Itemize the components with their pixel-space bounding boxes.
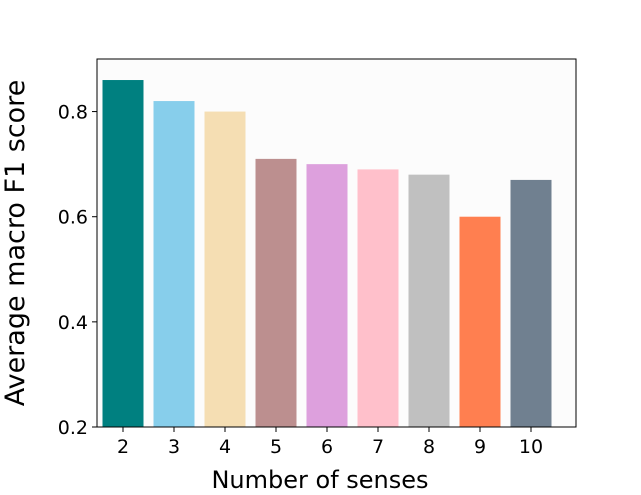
x-tick-label: 10 [519, 436, 543, 458]
y-tick-label: 0.8 [58, 102, 88, 124]
x-axis-title: Number of senses [211, 466, 428, 494]
bar-2 [102, 80, 144, 428]
x-tick-label: 3 [168, 436, 180, 458]
x-tick-label: 9 [474, 436, 486, 458]
bar-4 [204, 111, 246, 428]
bar-10 [510, 179, 552, 427]
bar-6 [306, 164, 348, 427]
x-tick-label: 6 [321, 436, 333, 458]
x-tick-label: 5 [270, 436, 282, 458]
bars [102, 80, 552, 428]
y-tick-label: 0.4 [58, 312, 88, 334]
x-tick-label: 4 [219, 436, 231, 458]
bar-7 [357, 169, 399, 427]
bar-5 [255, 158, 297, 427]
x-tick-label: 2 [117, 436, 129, 458]
y-tick-label: 0.2 [58, 417, 88, 439]
bar-3 [153, 101, 195, 428]
bar-8 [408, 174, 450, 427]
plot-frame [96, 58, 577, 428]
x-tick-label: 7 [372, 436, 384, 458]
bar-9 [459, 216, 501, 427]
y-axis-title: Average macro F1 score [0, 80, 31, 407]
y-axis: 0.2 0.4 0.6 0.8 [58, 102, 97, 439]
x-axis: 2 3 4 5 6 7 8 9 10 [117, 427, 543, 458]
x-tick-label: 8 [423, 436, 435, 458]
y-tick-label: 0.6 [58, 207, 88, 229]
